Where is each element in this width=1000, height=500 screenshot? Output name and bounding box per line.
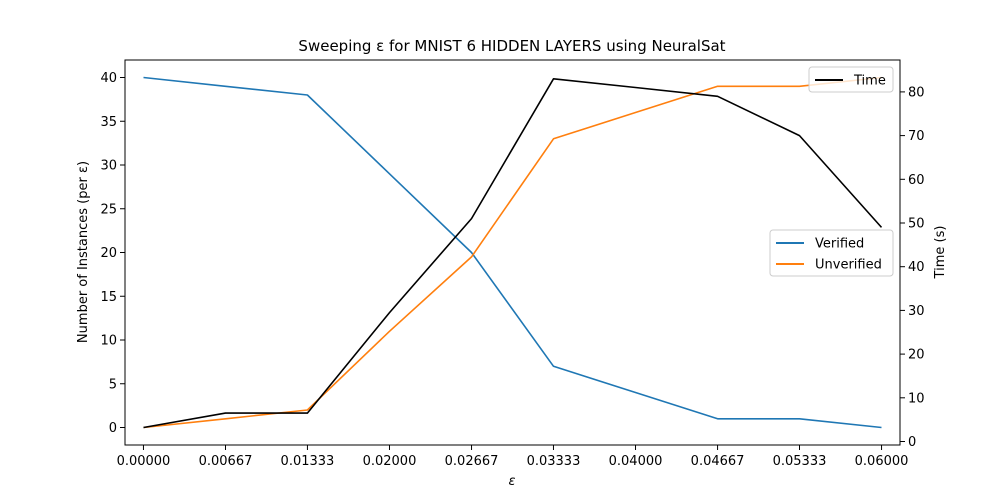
- x-axis: 0.00000 0.00667 0.01333 0.02000 0.02667 0.033…: [117, 445, 909, 469]
- x-tick-label: 0.02000: [363, 454, 417, 469]
- y-tick-label: 25: [100, 202, 117, 217]
- y2-tick-label: 80: [908, 85, 925, 100]
- series-lines: [143, 76, 883, 429]
- y2-tick-label: 40: [908, 260, 925, 275]
- y2-tick-label: 50: [908, 217, 925, 232]
- x-tick-label: 0.04667: [691, 454, 745, 469]
- legend-label-unverified: Unverified: [815, 258, 882, 273]
- y-tick-label: 40: [100, 71, 117, 86]
- x-tick-label: 0.06000: [855, 454, 909, 469]
- x-tick-label: 0.03333: [527, 454, 581, 469]
- series-line-time: [143, 78, 883, 429]
- legend-center-right: Verified Unverified: [769, 229, 894, 277]
- y-axis-left-title: Number of Instances (per ε): [76, 161, 91, 343]
- x-tick-label: 0.05333: [773, 454, 827, 469]
- legend-top-right: Time: [808, 66, 894, 93]
- chart-title: Sweeping ε for MNIST 6 HIDDEN LAYERS usi…: [298, 37, 725, 55]
- y-axis-right: 0 10 20 30 40 50 60 70 80: [900, 85, 925, 450]
- x-tick-label: 0.00667: [199, 454, 253, 469]
- y2-tick-label: 0: [908, 435, 916, 450]
- legend-label-verified: Verified: [815, 237, 864, 252]
- y-tick-label: 5: [109, 377, 117, 392]
- x-tick-label: 0.04000: [609, 454, 663, 469]
- x-tick-label: 0.02667: [445, 454, 499, 469]
- x-tick-label: 0.00000: [117, 454, 171, 469]
- legend-label-time: Time: [853, 74, 886, 89]
- y-tick-label: 10: [100, 334, 117, 349]
- x-tick-label: 0.01333: [281, 454, 335, 469]
- legend-box: [808, 66, 894, 93]
- y2-tick-label: 70: [908, 129, 925, 144]
- x-axis-title: ε: [508, 474, 515, 489]
- y2-tick-label: 30: [908, 304, 925, 319]
- y-axis-right-title: Time (s): [933, 226, 948, 280]
- y2-tick-label: 10: [908, 391, 925, 406]
- y-tick-label: 20: [100, 246, 117, 261]
- y2-tick-label: 60: [908, 173, 925, 188]
- y-tick-label: 35: [100, 115, 117, 130]
- y-tick-label: 0: [109, 421, 117, 436]
- y-tick-label: 15: [100, 290, 117, 305]
- series-line-unverified: [143, 76, 882, 429]
- y2-tick-label: 20: [908, 348, 925, 363]
- series-line-verified: [143, 76, 882, 429]
- y-tick-label: 30: [100, 159, 117, 174]
- y-axis-left: 0 5 10 15 20 25 30 35 40: [100, 71, 125, 436]
- legends: Time Verified Unverified: [769, 66, 894, 277]
